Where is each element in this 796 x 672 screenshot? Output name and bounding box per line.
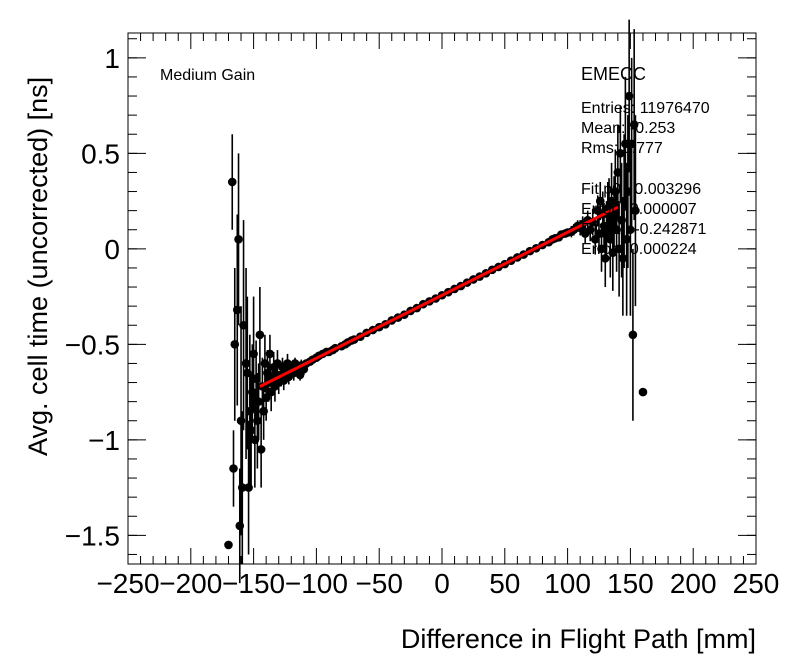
stats-line: Rms: 0.777 — [581, 140, 663, 157]
detector-label: EMECC — [581, 64, 646, 84]
y-tick-label: −1.5 — [65, 520, 120, 551]
fit-line — [259, 205, 619, 388]
data-point — [234, 234, 243, 244]
data-point — [232, 305, 242, 315]
x-tick-label: −250 — [96, 568, 159, 599]
data-point — [229, 464, 238, 473]
x-tick-label: 50 — [489, 568, 520, 599]
y-tick-label: −0.5 — [65, 329, 120, 360]
x-tick-label: 150 — [607, 568, 654, 599]
data-point — [237, 483, 247, 492]
y-tick-label: 0.5 — [81, 138, 120, 169]
y-tick-label: 0 — [104, 234, 120, 265]
x-tick-label: 200 — [670, 568, 717, 599]
data-point — [255, 330, 265, 340]
data-point — [638, 387, 648, 397]
x-tick-label: −50 — [355, 568, 403, 599]
data-point — [631, 206, 640, 215]
data-point — [618, 254, 628, 263]
x-tick-label: 250 — [733, 568, 780, 599]
stats-box: Entries: 11976470 Mean: -0.253 Rms: 0.777 F… — [581, 100, 710, 258]
y-tick-label: 1 — [104, 43, 120, 74]
data-point — [256, 445, 266, 454]
data-point — [227, 177, 237, 187]
stats-line: Mean: -0.253 — [581, 120, 675, 137]
data-point — [254, 397, 263, 406]
data-point — [241, 359, 251, 368]
data-point — [622, 234, 631, 244]
data-point — [626, 225, 635, 235]
data-point — [246, 425, 256, 435]
data-point — [265, 349, 275, 359]
y-tick-label: −1 — [88, 425, 120, 456]
axis-ticks: −250 −200 −150 −100 −50 0 50 100 150 200 250 −1.5 −1… — [65, 33, 780, 599]
fit-stats-line: Error : 0.000007 — [581, 201, 697, 218]
gain-label: Medium Gain — [160, 67, 255, 84]
fit-stats-line: Fit p1 : -0.242871 — [581, 221, 707, 238]
data-point — [629, 120, 639, 129]
x-tick-label: 0 — [434, 568, 450, 599]
data-point — [608, 248, 618, 257]
x-axis-title: Difference in Flight Path [mm] — [401, 624, 756, 654]
x-tick-label: −100 — [285, 568, 348, 599]
fit-stats-line: Fit p0 : 0.003296 — [581, 181, 701, 198]
data-point — [224, 540, 233, 550]
x-tick-label: −200 — [159, 568, 222, 599]
data-point — [253, 416, 262, 426]
y-axis-title: Avg. cell time (uncorrected) [ns] — [23, 77, 53, 456]
data-point — [628, 330, 638, 340]
x-tick-label: −150 — [222, 568, 285, 599]
fit-stats-line: Error : 0.000224 — [581, 241, 697, 258]
x-tick-label: 100 — [544, 568, 591, 599]
stats-line: Entries: 11976470 — [581, 100, 710, 117]
data-point — [600, 254, 610, 263]
data-point — [616, 149, 625, 158]
